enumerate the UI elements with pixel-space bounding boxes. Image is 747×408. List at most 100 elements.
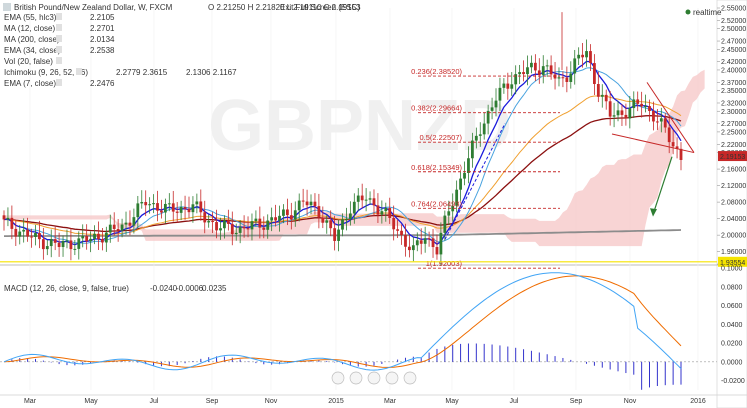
candle-body (171, 203, 175, 212)
legend-label: MA (12, close) (4, 24, 55, 33)
candle-body (345, 218, 348, 220)
legend-settings-icon[interactable] (56, 35, 62, 42)
playback-controls (331, 371, 417, 385)
candle-body (77, 238, 81, 249)
price-marker (718, 151, 747, 162)
playback-button[interactable] (403, 371, 417, 385)
fib-level-label: 1(1.92003) (426, 259, 463, 268)
playback-button[interactable] (349, 371, 363, 385)
candle-body (317, 206, 321, 218)
candle-body (376, 205, 380, 215)
price-tick-label: 2.30000 (721, 109, 746, 116)
candle-body (624, 114, 628, 119)
projection-arrowhead (650, 208, 657, 217)
candle-body (372, 198, 376, 206)
candle-body (223, 220, 226, 229)
candle-body (545, 65, 549, 67)
candle-body (648, 106, 651, 111)
candle-body (533, 62, 537, 71)
legend-settings-icon[interactable] (56, 13, 62, 20)
candle-body (565, 77, 569, 82)
candle-body (348, 213, 352, 219)
indicator-legend: British Pound/New Zealand Dollar, W, FXC… (3, 3, 361, 88)
candle-body (486, 110, 490, 124)
candle-body (667, 127, 671, 143)
candle-body (325, 220, 329, 223)
candle-body (443, 215, 447, 233)
legend-settings-icon[interactable] (56, 57, 62, 64)
candle-body (608, 101, 612, 117)
price-tick-label: 2.45000 (721, 47, 746, 54)
time-tick-label: Nov (265, 398, 278, 405)
candle-body (101, 239, 104, 243)
candle-body (89, 238, 92, 242)
candle-body (423, 238, 427, 244)
candle-body (234, 232, 238, 235)
legend-label: EMA (34, close) (4, 46, 61, 55)
candle-body (305, 201, 309, 206)
candle-body (10, 217, 14, 229)
candle-body (26, 229, 30, 237)
time-tick-label: May (84, 398, 98, 405)
candle-body (266, 220, 270, 230)
realtime-icon (685, 9, 691, 15)
candle-body (522, 72, 525, 75)
candle-body (254, 218, 258, 222)
candle-body (167, 203, 171, 205)
candle-body (148, 204, 152, 206)
candle-body (242, 226, 246, 229)
watermark: GBPNZD (208, 86, 512, 166)
ohlc-values: O 2.21250 H 2.21820 L 2.19110 C 2.19153 (208, 3, 361, 12)
candle-body (679, 148, 683, 160)
fib-level-label: 0.764(2.06493) (411, 199, 462, 208)
legend-value: 2.2105 (90, 13, 115, 22)
candle-body (557, 77, 561, 79)
candle-body (494, 100, 498, 108)
candle-body (120, 224, 124, 231)
time-tick-label: Jul (150, 398, 159, 405)
price-axis-panel (716, 0, 747, 408)
fib-level-label: 0.236(2.38520) (411, 67, 462, 76)
price-tick-label: 2.08000 (721, 200, 746, 207)
macd-tick-label: 0.0000 (721, 359, 743, 366)
candle-body (191, 204, 195, 213)
macd-legend-value: -0.0240 (150, 284, 178, 293)
price-marker-label: 2.19153 (720, 154, 745, 161)
candle-body (282, 209, 285, 216)
collapse-icon[interactable] (3, 3, 11, 11)
candle-body (380, 211, 384, 215)
legend-label: Ichimoku (9, 26, 52, 26) (4, 68, 88, 77)
playback-button[interactable] (367, 371, 381, 385)
candle-body (585, 51, 588, 58)
candle-body (41, 239, 45, 250)
candle-body (541, 66, 545, 75)
macd-legend-value: 0.0235 (202, 284, 227, 293)
legend-settings-icon[interactable] (56, 24, 62, 31)
macd-tick-label: 0.0600 (721, 303, 743, 310)
candle-body (45, 246, 49, 250)
candle-body (226, 220, 230, 224)
candle-body (514, 74, 518, 85)
candle-body (518, 72, 522, 75)
price-tick-label: 2.22000 (721, 142, 746, 149)
playback-button[interactable] (331, 371, 345, 385)
candle-body (549, 65, 553, 75)
price-tick-label: 2.55000 (721, 6, 746, 13)
macd-pane: MACD (12, 26, close, 9, false, true) -0.0… (0, 266, 745, 390)
candle-body (112, 224, 116, 229)
time-tick-label: Nov (624, 398, 637, 405)
price-tick-label: 2.40000 (721, 67, 746, 74)
candle-body (18, 231, 22, 237)
legend-settings-icon[interactable] (56, 46, 62, 53)
candle-body (285, 209, 289, 216)
candle-body (136, 203, 140, 218)
playback-button[interactable] (385, 371, 399, 385)
legend-settings-icon[interactable] (56, 79, 62, 86)
candle-body (636, 99, 640, 104)
candle-body (459, 178, 462, 190)
price-tick-label: 2.16000 (721, 167, 746, 174)
candle-body (2, 215, 6, 220)
retrace-line (444, 123, 506, 240)
legend-settings-icon[interactable] (76, 68, 82, 75)
